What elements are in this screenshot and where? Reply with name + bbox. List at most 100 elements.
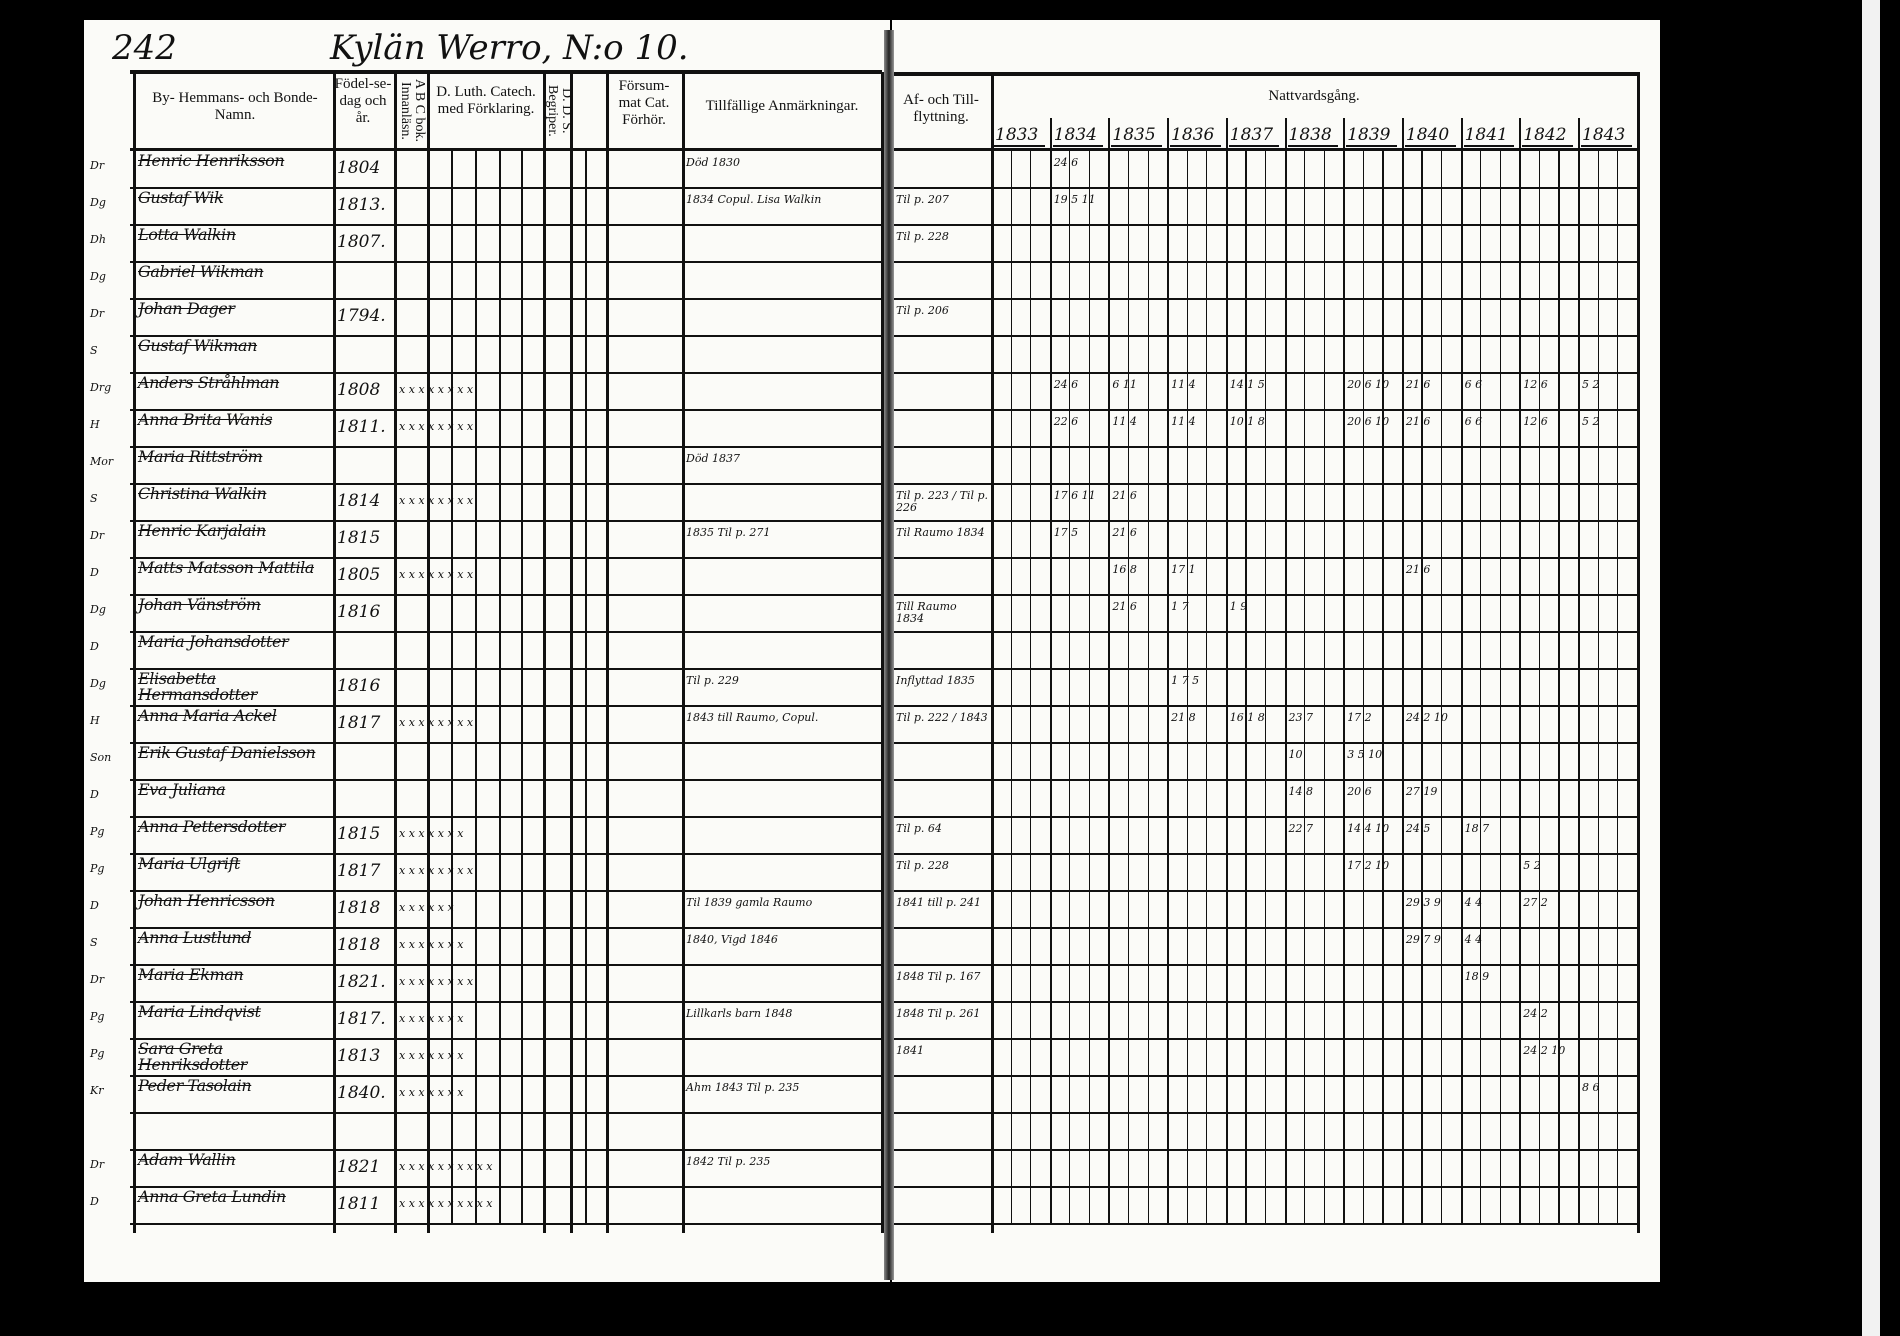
row-rule [130,298,882,300]
row-prefix: Dr [90,159,105,172]
header-top-rule [894,72,1638,76]
row-rule [130,372,882,374]
resident-name: Erik Gustaf Danielsson [138,743,316,762]
resident-name: Anna Maria Ackel [138,706,277,725]
resident-name: Anna Greta Lundin [138,1187,286,1206]
catechism-marks: x x x x x x x x [399,383,474,396]
row-rule [130,520,882,522]
row-rule [130,964,882,966]
resident-name: Anna Lustlund [138,928,252,947]
subcolumn-rule [1538,150,1541,1223]
column-rule [394,72,397,1233]
birth-year: 1817 [337,861,381,881]
communion-entry: 19 5 11 [1053,193,1096,206]
column-rule [570,72,573,1233]
communion-entry: 21 6 [1112,489,1137,502]
move-note: Til p. 228 [896,230,949,243]
left-page [84,20,890,1282]
row-rule [130,779,882,781]
birth-year: 1816 [337,602,381,622]
row-prefix: Dr [90,1158,105,1171]
birth-year: 1817. [337,1009,386,1029]
communion-entry: 11 4 [1112,415,1137,428]
catechism-marks: x x x x x x x x [399,716,474,729]
year-label-1837: 1837 [1229,125,1274,145]
communion-entry: 29 3 9 [1405,896,1441,909]
communion-entry: 22 7 [1288,822,1314,835]
communion-entry: 11 4 [1171,378,1196,391]
village-heading: Kylän Werro, N:o 10. [330,28,689,68]
row-prefix: Pg [90,1047,105,1060]
communion-entry: 17 2 [1347,711,1372,724]
subcolumn-rule [1480,150,1482,1223]
communion-entry: 27 2 [1523,896,1548,909]
row-rule [130,816,882,818]
catechism-marks: x x x x x x x [399,827,464,840]
year-rule [1049,118,1052,1223]
row-prefix: Dr [90,529,105,542]
resident-name: Lotta Walkin [138,225,236,244]
communion-entry: 21 8 [1171,711,1196,724]
column-rule [682,72,685,1233]
birth-year: 1811 [337,1194,381,1214]
header-birth: Födel-se-dag och år. [334,76,392,126]
page-number: 242 [112,28,177,68]
row-prefix: H [90,418,100,431]
year-label-1835: 1835 [1112,125,1156,145]
row-prefix: Dg [90,677,106,690]
resident-name: Eva Juliana [138,780,226,799]
communion-entry: 20 6 10 [1347,415,1390,428]
subcolumn-rule [1617,150,1619,1223]
communion-entry: 21 6 [1405,378,1431,391]
row-rule [130,1186,882,1188]
communion-entry: 12 6 [1523,415,1548,428]
birth-year: 1818 [337,935,381,955]
communion-entry: 21 6 [1405,415,1431,428]
resident-name: Anna Brita Wanis [138,410,273,429]
subcolumn-rule [1304,150,1306,1223]
move-note: Inflyttad 1835 [896,674,975,687]
communion-entry: 17 1 [1171,563,1196,576]
birth-year: 1840. [337,1083,386,1103]
subcolumn-rule [1206,150,1208,1223]
header-abc: A B C bok. Innanläsn. [398,79,427,143]
communion-entry: 8 6 [1582,1081,1600,1094]
communion-entry: 5 2 [1523,859,1541,872]
subcolumn-rule [475,150,477,1223]
row-prefix: Pg [90,1010,105,1023]
move-note: Til p. 207 [896,193,949,206]
header-top-rule [130,70,882,74]
resident-name: Christina Walkin [138,484,267,503]
column-rule [333,72,336,1233]
subcolumn-rule [1441,150,1443,1223]
year-underline [994,145,1045,147]
birth-year: 1811. [337,417,386,437]
row-rule [130,890,882,892]
header-missed: Försum-mat Cat. Förhör. [618,78,670,128]
subcolumn-rule [521,150,523,1223]
year-underline [1111,145,1163,147]
resident-name: Anna Pettersdotter [138,817,286,836]
communion-entry: 16 1 8 [1229,711,1265,724]
resident-name: Maria Ekman [138,965,244,984]
row-rule [130,631,882,633]
birth-year: 1821 [337,1157,381,1177]
row-prefix: D [90,788,99,801]
row-prefix: D [90,899,99,912]
resident-name: Henric Henriksson [138,151,285,170]
header-moves: Af- och Till-flyttning. [903,92,979,125]
communion-entry: 6 6 [1464,378,1483,391]
year-rule [1460,118,1463,1223]
remark: Död 1837 [686,452,740,465]
row-prefix: Pg [90,862,105,875]
subcolumn-rule [1362,150,1364,1223]
communion-entry: 1 9 [1229,600,1248,613]
year-label-1843: 1843 [1582,125,1626,145]
year-rule [1401,118,1404,1223]
year-rule [1108,118,1111,1223]
catechism-marks: x x x x x x x x [399,864,474,877]
subcolumn-rule [1382,150,1384,1223]
birth-year: 1815 [337,528,381,548]
move-note: Til p. 64 [896,822,942,835]
scan-edge-strip [1862,0,1880,1336]
